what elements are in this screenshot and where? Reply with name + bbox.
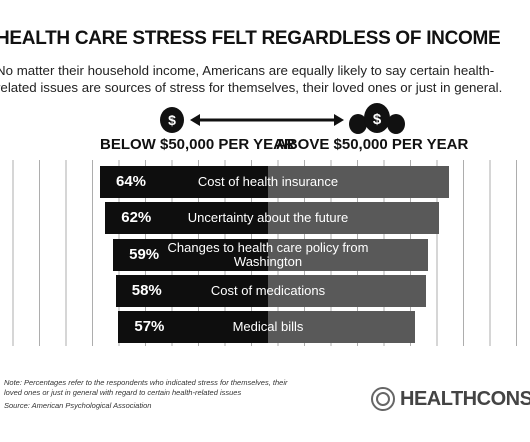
category-label: Medical bills (232, 319, 304, 335)
bar-left (115, 274, 268, 307)
value-label-left: 62% (121, 209, 152, 227)
money-bag (160, 107, 184, 133)
chart-title: HEALTH CARE STRESS FELT REGARDLESS OF IN… (0, 28, 501, 49)
brand: HEALTHCONSUMIN (400, 388, 530, 410)
icons: $ $ (160, 103, 405, 134)
category-label: Cost of health insurance (197, 174, 339, 189)
value-label-left: 59% (129, 245, 160, 263)
category-label: Uncertainty about the future (187, 210, 349, 226)
bar-right (268, 202, 439, 235)
bar-right (268, 274, 426, 307)
bar-right (268, 166, 450, 198)
bar-left (100, 166, 268, 198)
value-label-left: 57% (134, 318, 165, 336)
category-label: Changes to health care policy from Washi… (167, 239, 369, 269)
value-label-left: 58% (131, 281, 162, 299)
subtitle: No matter their household income, Americ… (0, 63, 503, 95)
bar-left (105, 202, 268, 235)
arrow-head (334, 114, 344, 126)
source: Source: American Psychological Associati… (4, 401, 152, 410)
bar-left (118, 311, 268, 344)
money-bag (349, 114, 367, 134)
money-bag (387, 114, 405, 134)
dollar-icon: $ (168, 112, 176, 128)
brand-logo (371, 387, 395, 411)
legend-right: ABOVE $50,000 PER YEAR (276, 136, 469, 153)
category-label: Cost of medications (210, 282, 326, 298)
bar-right (268, 238, 429, 271)
money-bag (364, 103, 390, 133)
value-label-left: 64% (116, 173, 147, 190)
note: Note: Percentages refer to the responden… (4, 378, 288, 397)
legend-left: BELOW $50,000 PER YEAR (100, 136, 295, 153)
bar-left (113, 238, 268, 271)
bar-right (268, 311, 415, 344)
dollar-icon: $ (373, 111, 382, 128)
arrow-head (190, 114, 200, 126)
